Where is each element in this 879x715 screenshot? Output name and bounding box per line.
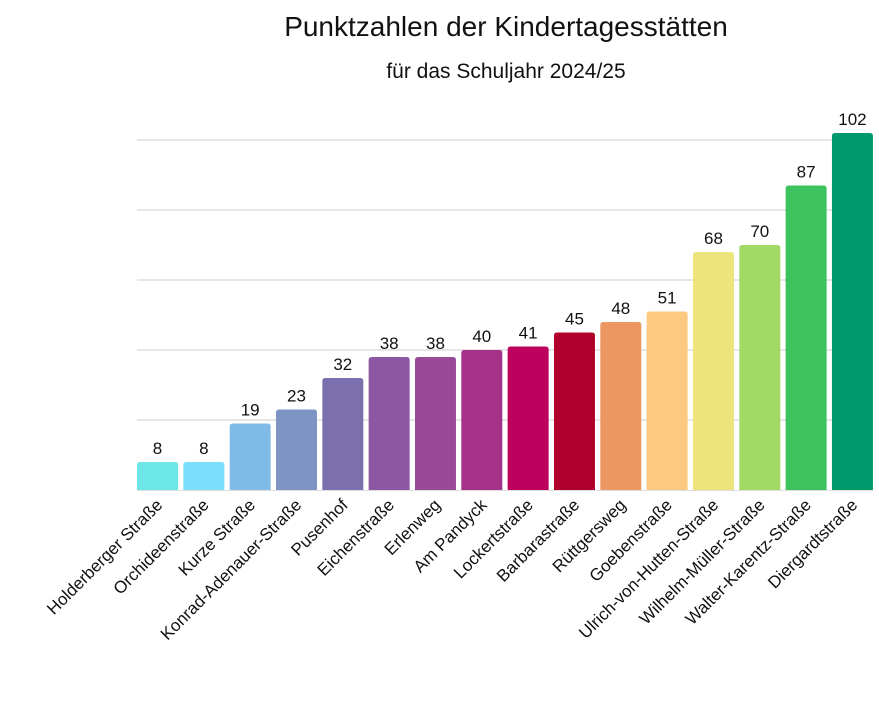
data-label: 19 [241, 401, 260, 420]
data-label: 70 [750, 222, 769, 241]
chart-subtitle: für das Schuljahr 2024/25 [386, 60, 625, 83]
data-label: 23 [287, 387, 306, 406]
bar [275, 409, 317, 490]
bar [739, 245, 781, 490]
data-label: 102 [838, 110, 866, 129]
data-label: 38 [380, 334, 399, 353]
data-label: 45 [565, 310, 584, 329]
bar [414, 357, 456, 490]
data-label: 48 [611, 299, 630, 318]
chart-title: Punktzahlen der Kindertagesstätten [284, 11, 728, 42]
category-labels: Holderberger StraßeOrchideenstraßeKurze … [43, 495, 861, 644]
data-label: 87 [797, 163, 816, 182]
data-label: 38 [426, 334, 445, 353]
bar [461, 350, 503, 490]
bar [507, 346, 549, 490]
data-labels: 8 8 19 23 32 38 38 40 41 45 48 51 68 70 87 102 [153, 110, 867, 458]
data-label: 68 [704, 229, 723, 248]
data-label: 32 [333, 355, 352, 374]
bar [183, 462, 225, 490]
bar [600, 322, 642, 490]
data-label: 8 [199, 439, 208, 458]
bar [137, 462, 178, 490]
data-label: 41 [519, 324, 538, 343]
data-label: 51 [658, 289, 677, 308]
bar [368, 357, 410, 490]
data-label: 40 [472, 327, 491, 346]
bar [553, 332, 595, 490]
bar [692, 252, 734, 490]
bar [646, 311, 688, 490]
bar [785, 185, 827, 490]
data-label: 8 [153, 439, 162, 458]
bar [322, 378, 364, 490]
bar [229, 423, 271, 490]
bars [137, 133, 873, 490]
bar [831, 133, 873, 490]
